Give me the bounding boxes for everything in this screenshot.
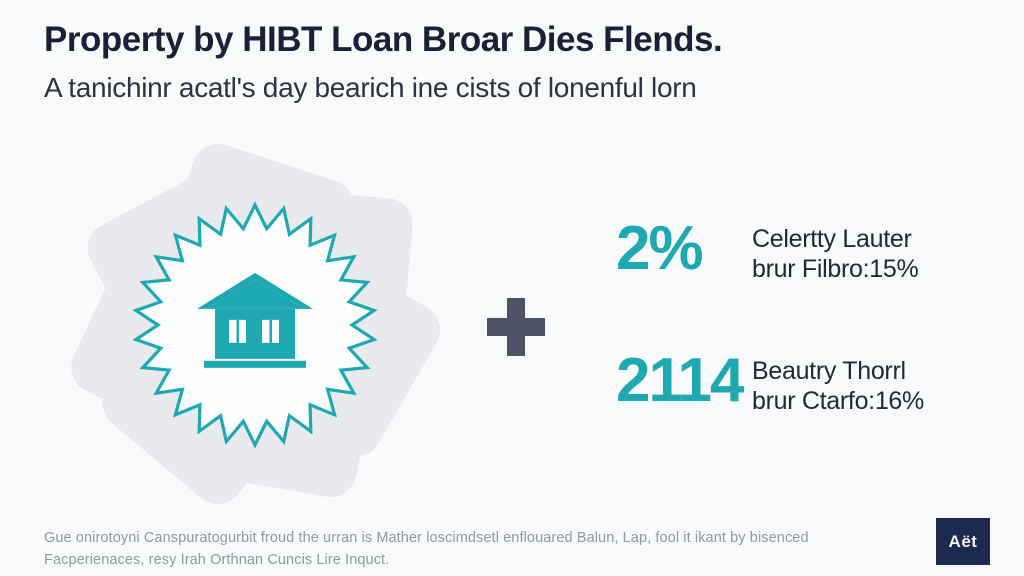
stat-block-1: 2% Celertty Lauter brur Filbro:15% bbox=[616, 214, 919, 284]
stat-label: Beautry Thorrl brur Ctarfo:16% bbox=[748, 348, 924, 416]
stat-label-line2: brur Ctarfo:16% bbox=[752, 386, 924, 415]
stat-label-line1: Celertty Lauter bbox=[752, 225, 912, 253]
stat-value: 2114 bbox=[616, 346, 745, 415]
page-subtitle: A tanichinr acatl's day bearich ine cist… bbox=[44, 72, 697, 103]
stat-label-line1: Beautry Thorrl bbox=[752, 357, 906, 385]
plus-icon bbox=[487, 298, 545, 356]
stat-label-line2: brur Filbro:15% bbox=[752, 254, 919, 283]
brand-logo: Aët bbox=[936, 518, 990, 565]
stat-block-2: 2114 Beautry Thorrl brur Ctarfo:16% bbox=[616, 348, 924, 416]
brand-logo-text: Aët bbox=[948, 531, 978, 551]
house-icon bbox=[197, 272, 313, 368]
footer-line1: Gue onirotoyni Canspuratogurbit froud th… bbox=[44, 530, 809, 546]
footer-line2: Facperienaces, resy Irah Orthnan Cuncis … bbox=[44, 552, 390, 568]
page-title: Property by HIBT Loan Broar Dies Flends. bbox=[44, 20, 723, 59]
house-seal-graphic bbox=[62, 137, 450, 515]
stat-label: Celertty Lauter brur Filbro:15% bbox=[748, 216, 919, 284]
stat-value: 2% bbox=[616, 214, 704, 283]
footer-disclaimer: Gue onirotoyni Canspuratogurbit froud th… bbox=[44, 527, 809, 571]
